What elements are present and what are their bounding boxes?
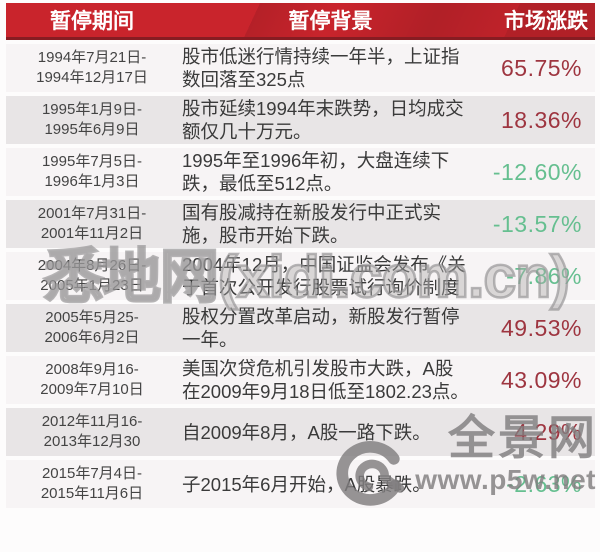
market-change-value: -2.63% (506, 470, 582, 497)
period-end: 2001年11月2日 (40, 225, 144, 242)
period-cell: 1994年7月21日- 1994年12月17日 (6, 48, 178, 88)
period-cell: 2015年7月4日- 2015年11月6日 (6, 464, 178, 504)
period-start: 2004年8月26日- (37, 257, 147, 274)
table-row: 1995年7月5日- 1996年1月3日 1995年至1996年初，大盘连续下跌… (6, 148, 595, 196)
period-end: 1996年1月3日 (44, 173, 140, 190)
period-cell: 2005年5月25- 2006年6月2日 (6, 308, 178, 348)
market-change-value: -7.86% (506, 262, 582, 289)
suspension-table: 暂停期间 暂停背景 市场涨跌 1994年7月21日- 1994年12月17日 股… (6, 3, 595, 508)
period-start: 1995年1月9日- (41, 101, 143, 118)
period-cell: 1995年1月9日- 1995年6月9日 (6, 100, 178, 140)
period-end: 2009年7月10日 (40, 381, 144, 398)
background-cell: 美国次贷危机引发股市大跌，A股在2009年9月18日低至1802.23点。 (182, 358, 469, 402)
table-row: 1995年1月9日- 1995年6月9日 股市延续1994年末跌势，日均成交额仅… (6, 96, 595, 144)
background-cell: 2004年12月，中国证监会发布《关于首次公开发行股票试行询价制度 (182, 254, 466, 298)
table-row: 2004年8月26日- 2005年1月23日 2004年12月，中国证监会发布《… (6, 252, 595, 300)
background-cell: 股市延续1994年末跌势，日均成交额仅几十万元。 (182, 98, 464, 142)
market-change-value: -13.57% (492, 210, 582, 237)
market-change-value: -12.60% (492, 158, 582, 185)
table-row: 2005年5月25- 2006年6月2日 股权分置改革启动，新股发行暂停一年。 … (6, 304, 595, 352)
period-cell: 1995年7月5日- 1996年1月3日 (6, 152, 178, 192)
market-change-value: 49.53% (500, 314, 582, 341)
period-cell: 2001年7月31日- 2001年11月2日 (6, 204, 178, 244)
background-cell: 1995年至1996年初，大盘连续下跌，最低至512点。 (182, 150, 450, 194)
period-start: 2015年7月4日- (41, 465, 143, 482)
period-end: 2006年6月2日 (44, 329, 140, 346)
period-cell: 2004年8月26日- 2005年1月23日 (6, 256, 178, 296)
background-cell: 自2009年8月，A股一路下跌。 (182, 421, 431, 443)
background-cell: 子2015年6月开始，A股暴跌。 (182, 473, 431, 495)
column-header-market-change: 市场涨跌 (504, 10, 588, 33)
period-start: 2001年7月31日- (37, 205, 147, 222)
period-end: 1994年12月17日 (36, 69, 148, 86)
background-cell: 股市低迷行情持续一年半，上证指数回落至325点 (182, 46, 460, 90)
market-change-value: 4.29% (514, 418, 582, 445)
column-header-background: 暂停背景 (288, 10, 373, 33)
period-cell: 2012年11月16- 2013年12月30 (6, 412, 178, 452)
period-start: 1994年7月21日- (37, 49, 147, 66)
table-row: 1994年7月21日- 1994年12月17日 股市低迷行情持续一年半，上证指数… (6, 44, 595, 92)
table-row: 2001年7月31日- 2001年11月2日 国有股减持在新股发行中正式实施，股… (6, 200, 595, 248)
table-row: 2012年11月16- 2013年12月30 自2009年8月，A股一路下跌。 … (6, 408, 595, 456)
period-start: 1995年7月5日- (41, 153, 143, 170)
period-cell: 2008年9月16- 2009年7月10日 (6, 360, 178, 400)
table-body: 1994年7月21日- 1994年12月17日 股市低迷行情持续一年半，上证指数… (6, 44, 595, 508)
background-cell: 国有股减持在新股发行中正式实施，股市开始下跌。 (182, 202, 442, 246)
period-end: 2005年1月23日 (40, 277, 144, 294)
period-start: 2012年11月16- (41, 413, 143, 430)
table-row: 2008年9月16- 2009年7月10日 美国次贷危机引发股市大跌，A股在20… (6, 356, 595, 404)
table-row: 2015年7月4日- 2015年11月6日 子2015年6月开始，A股暴跌。 -… (6, 460, 595, 508)
market-change-value: 18.36% (500, 106, 582, 133)
period-end: 2015年11月6日 (40, 485, 144, 502)
column-header-period: 暂停期间 (50, 10, 134, 33)
period-end: 2013年12月30 (43, 433, 141, 450)
period-start: 2005年5月25- (45, 309, 139, 326)
period-start: 2008年9月16- (45, 361, 139, 378)
market-change-value: 43.09% (500, 366, 582, 393)
background-cell: 股权分置改革启动，新股发行暂停一年。 (182, 306, 460, 350)
market-change-value: 65.75% (500, 54, 582, 81)
period-end: 1995年6月9日 (44, 121, 140, 138)
table-header-row: 暂停期间 暂停背景 市场涨跌 (6, 3, 595, 40)
